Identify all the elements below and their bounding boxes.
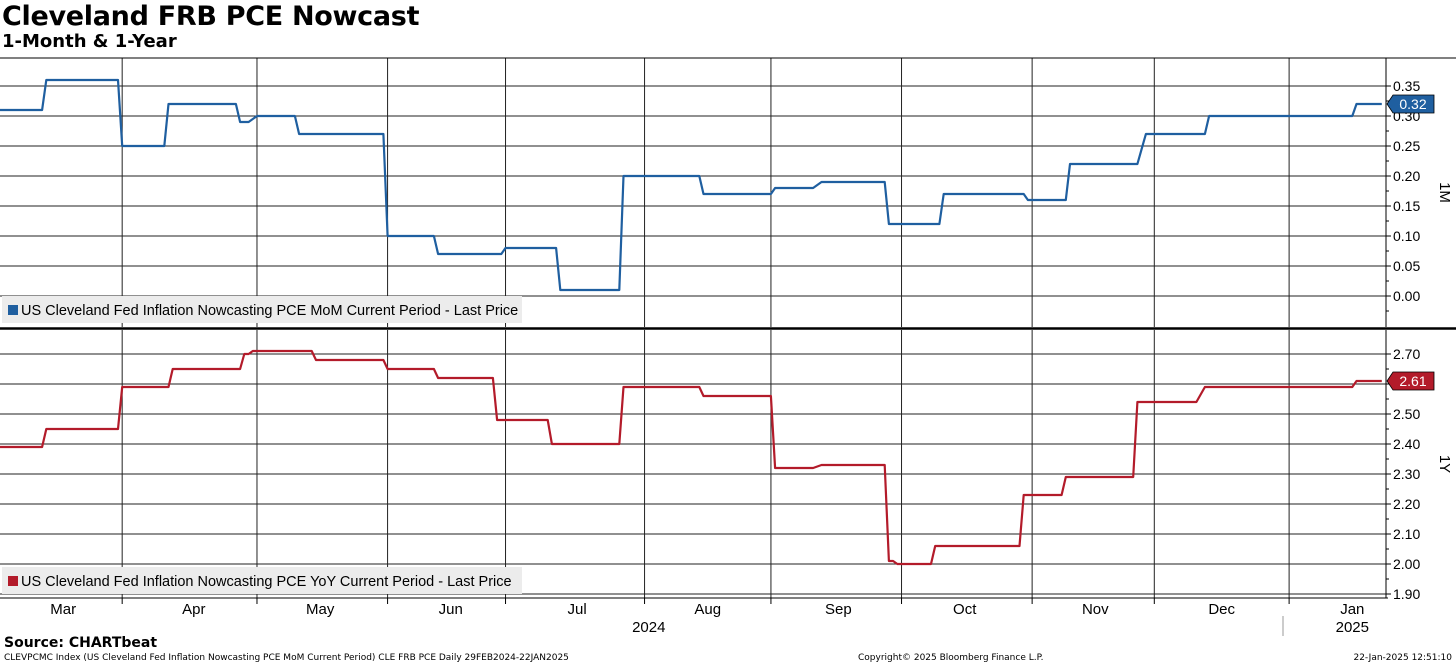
y-tick-label: 1.90: [1393, 586, 1420, 602]
legend-box: [2, 296, 522, 323]
yoy-series-line: [0, 349, 1382, 566]
last-value-tag: [1386, 94, 1435, 114]
y-tick-label: 0.35: [1393, 78, 1420, 94]
x-tick-label: Jul: [568, 601, 587, 618]
x-tick-label: Dec: [1208, 601, 1235, 618]
x-tick-label: Sep: [825, 601, 852, 618]
y-tick-label: 2.20: [1393, 496, 1420, 512]
y-tick-label: 2.40: [1393, 436, 1420, 452]
y-axis-label: 1Y: [1436, 455, 1453, 473]
x-tick-label: Aug: [694, 601, 721, 618]
y-tick-label: 2.70: [1393, 346, 1420, 362]
source-note: Source: CHARTbeat: [4, 635, 158, 651]
y-tick-label: 0.20: [1393, 168, 1420, 184]
y-tick-label: 2.10: [1393, 526, 1420, 542]
y-tick-label: 0.00: [1393, 288, 1420, 304]
x-tick-label: Jan: [1340, 601, 1364, 618]
y-tick-label: 0.25: [1393, 138, 1420, 154]
x-tick-label: Apr: [182, 601, 205, 618]
y-tick-label: 2.50: [1393, 406, 1420, 422]
chart-subtitle: 1-Month & 1-Year: [2, 31, 177, 52]
legend-swatch: [8, 305, 18, 315]
copyright-note: Copyright© 2025 Bloomberg Finance L.P.: [858, 653, 1044, 663]
index-description: CLEVPCMC Index (US Cleveland Fed Inflati…: [4, 653, 569, 663]
legend-box: [2, 567, 522, 594]
legend-label: US Cleveland Fed Inflation Nowcasting PC…: [21, 574, 512, 590]
y-tick-label: 0.15: [1393, 198, 1420, 214]
last-value-tag: [1386, 371, 1435, 391]
chart-title: Cleveland FRB PCE Nowcast: [2, 1, 420, 32]
y-tick-label: 0.10: [1393, 228, 1420, 244]
x-year-label: 2024: [632, 619, 665, 636]
last-value-label: 0.32: [1399, 96, 1426, 112]
x-tick-label: Nov: [1082, 601, 1109, 618]
legend-swatch: [8, 576, 18, 586]
mom-series-line: [0, 78, 1382, 292]
x-tick-label: May: [306, 601, 335, 618]
timestamp: 22-Jan-2025 12:51:10: [1353, 653, 1452, 663]
x-year-label: 2025: [1336, 619, 1369, 636]
last-value-label: 2.61: [1399, 373, 1426, 389]
x-tick-label: Jun: [439, 601, 463, 618]
y-axis-label: 1M: [1436, 182, 1453, 203]
y-tick-label: 2.00: [1393, 556, 1420, 572]
y-tick-label: 0.05: [1393, 258, 1420, 274]
x-tick-label: Mar: [50, 601, 76, 618]
y-tick-label: 2.30: [1393, 466, 1420, 482]
legend-label: US Cleveland Fed Inflation Nowcasting PC…: [21, 303, 518, 319]
x-tick-label: Oct: [953, 601, 977, 618]
